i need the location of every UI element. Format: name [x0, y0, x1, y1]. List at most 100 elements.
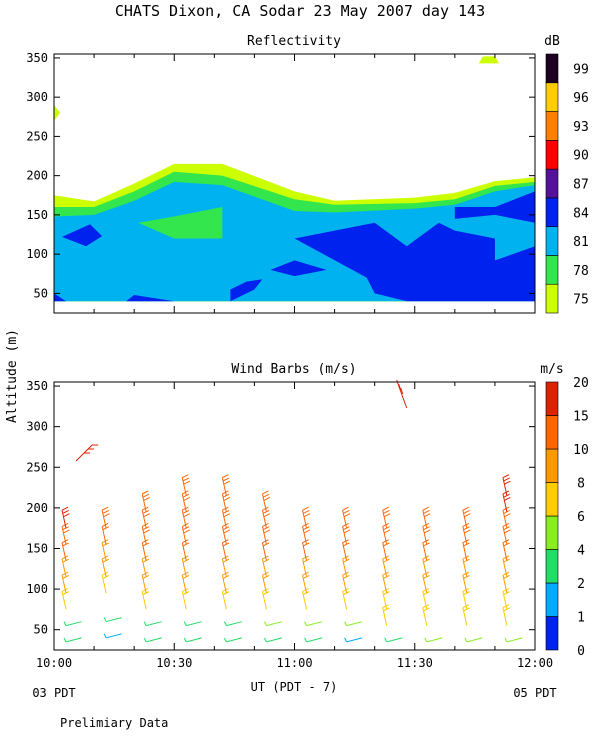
- wind-barb: [462, 506, 471, 529]
- reflectivity-colorbar-swatch: [545, 82, 559, 112]
- wind-ytick-label: 200: [26, 501, 48, 515]
- reflectivity-colorbar-level-label: 84: [573, 206, 589, 221]
- wind-barb: [103, 617, 122, 623]
- wind-barb-feather: [302, 506, 309, 511]
- reflectivity-plot-area: [54, 56, 535, 302]
- reflectivity-colorbar-swatch: [545, 111, 559, 141]
- wind-ytick-label: 250: [26, 460, 48, 474]
- wind-barb-shaft: [226, 621, 242, 627]
- reflectivity-panel: 50 100 150 200 250 300 350: [26, 51, 536, 314]
- wind-barb: [502, 474, 511, 496]
- wind-barb-feather: [382, 506, 389, 511]
- wind-barb-feather: [103, 617, 107, 622]
- wind-barb-feather: [222, 477, 230, 482]
- wind-colorbar-swatch: [545, 549, 559, 584]
- wind-barb-feather: [303, 529, 311, 534]
- wind-ytick-label: 300: [26, 420, 48, 434]
- wind-colorbar-swatch: [545, 482, 559, 517]
- wind-ytick-label: 50: [34, 623, 48, 637]
- wind-barb: [221, 522, 231, 545]
- reflectivity-colorbar-level-label: 93: [573, 120, 589, 135]
- reflectivity-colorbar-unit: dB: [544, 34, 560, 49]
- wind-barb-feather: [384, 637, 388, 643]
- wind-colorbar-level-label: 0: [577, 644, 585, 659]
- wind-barb-feather: [222, 474, 229, 479]
- reflectivity-colorbar-level-label: 96: [573, 91, 589, 106]
- wind-barb: [263, 637, 283, 643]
- wind-barb: [504, 637, 523, 643]
- wind-barb-feather: [143, 529, 150, 534]
- wind-colorbar-level-label: 2: [577, 577, 585, 592]
- wind-barb-feather: [303, 513, 311, 518]
- wind-barb: [464, 637, 483, 643]
- wind-barb: [223, 621, 242, 627]
- wind-barb-feather: [343, 513, 351, 518]
- reflectivity-patch: [454, 191, 535, 223]
- wind-barb: [304, 621, 323, 627]
- wind-barb-feather: [102, 509, 110, 514]
- wind-xtick-label: 10:00: [36, 656, 72, 670]
- reflectivity-colorbar-swatch: [545, 140, 559, 170]
- wind-barb-shaft: [506, 637, 523, 643]
- wind-barb-feather: [504, 637, 508, 643]
- wind-barb-feather: [182, 474, 189, 479]
- wind-barb-feather: [263, 637, 267, 643]
- wind-ytick-label: 350: [26, 379, 48, 393]
- wind-barb: [344, 621, 363, 627]
- wind-barb-panel: 50 100 150 200 250 300 350 10:00 10:30 11:00 11:30…: [26, 379, 553, 670]
- reflectivity-ytick-label: 350: [26, 51, 48, 65]
- wind-barb-feather: [462, 506, 470, 511]
- wind-colorbar-level-label: 4: [577, 544, 585, 559]
- wind-barb-shaft: [346, 637, 363, 643]
- wind-barb-feather: [383, 513, 391, 518]
- wind-barbs-title: Wind Barbs (m/s): [231, 362, 356, 377]
- wind-barb-feather: [223, 621, 227, 626]
- wind-barb: [63, 621, 82, 627]
- wind-barb-feather: [223, 637, 227, 643]
- wind-barb: [422, 522, 431, 545]
- reflectivity-colorbar-swatch: [545, 197, 559, 227]
- wind-colorbar-level-label: 1: [577, 611, 585, 626]
- wind-barb-shaft: [466, 637, 483, 643]
- wind-barb-shaft: [426, 637, 443, 643]
- reflectivity-ytick-label: 250: [26, 129, 48, 143]
- wind-barb-feather: [143, 637, 147, 643]
- wind-barb-shaft: [266, 637, 283, 643]
- wind-colorbar-level-label: 6: [577, 510, 585, 525]
- wind-barb-shaft: [105, 633, 122, 639]
- footer-note: Prelimiary Data: [60, 716, 168, 730]
- wind-barb-feather: [396, 379, 400, 387]
- wind-barb: [101, 506, 110, 529]
- wind-barb-feather: [183, 480, 190, 485]
- wind-barb-feather: [343, 529, 351, 534]
- left-date-label: 03 PDT: [32, 686, 75, 700]
- wind-colorbar-level-label: 15: [573, 410, 589, 425]
- wind-barb-shaft: [186, 637, 202, 643]
- wind-colorbar-swatch: [545, 381, 559, 416]
- wind-barb-feather: [143, 621, 147, 626]
- wind-barb-feather: [143, 496, 150, 501]
- figure-title: CHATS Dixon, CA Sodar 23 May 2007 day 14…: [115, 2, 485, 20]
- wind-barb-feather: [223, 529, 231, 534]
- reflectivity-ytick-label: 150: [26, 208, 48, 222]
- wind-barb-shaft: [306, 621, 323, 627]
- wind-barb-feather: [223, 480, 231, 485]
- reflectivity-patch: [126, 294, 175, 302]
- reflectivity-colorbar-swatch: [545, 226, 559, 256]
- reflectivity-patch: [138, 207, 223, 239]
- wind-barb-feather: [262, 490, 269, 495]
- wind-barb-feather: [263, 529, 271, 534]
- wind-barb-feather: [223, 513, 231, 518]
- wind-barb-feather: [141, 490, 149, 495]
- wind-barb: [342, 506, 351, 529]
- wind-barb: [103, 633, 122, 639]
- wind-barb-feather: [183, 621, 187, 626]
- reflectivity-colorbar-level-label: 75: [573, 293, 589, 308]
- wind-colorbar: 0 1 2 4 6 8 10 15 20: [545, 376, 589, 659]
- wind-barb-feather: [103, 633, 107, 639]
- wind-barb: [141, 490, 150, 513]
- wind-ytick-label: 100: [26, 582, 48, 596]
- wind-barb: [183, 621, 202, 627]
